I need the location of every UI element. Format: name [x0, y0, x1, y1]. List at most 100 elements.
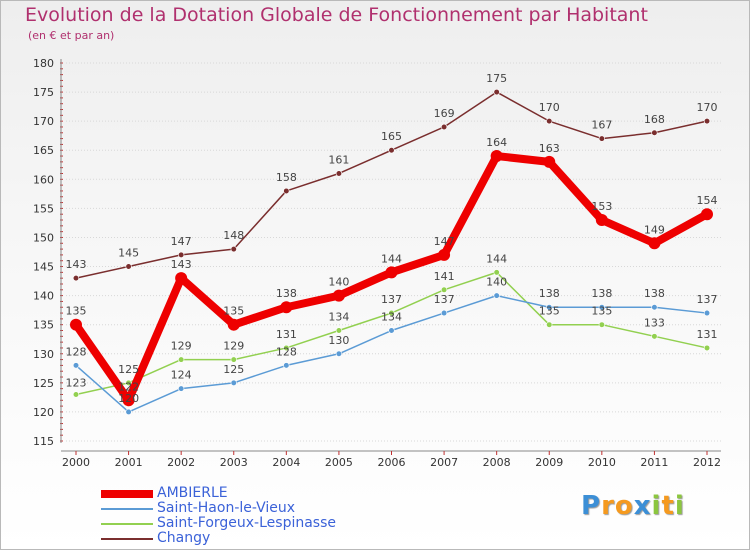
y-tick-label: 140 — [33, 290, 54, 303]
data-point — [125, 263, 132, 270]
x-tick-label: 2005 — [325, 456, 353, 469]
data-label: 170 — [539, 101, 560, 114]
data-label: 140 — [328, 276, 349, 289]
data-label: 168 — [644, 113, 665, 126]
grid-layer — [66, 62, 721, 442]
x-tick-label: 2003 — [220, 456, 248, 469]
data-label: 138 — [539, 287, 560, 300]
data-point — [72, 275, 80, 282]
data-label: 145 — [118, 247, 139, 260]
data-point — [283, 362, 290, 369]
data-label: 128 — [66, 345, 87, 358]
x-tick-label: 2011 — [640, 456, 668, 469]
data-label: 143 — [171, 258, 192, 271]
data-point — [651, 129, 658, 136]
legend-swatch — [101, 523, 153, 525]
data-point — [598, 135, 605, 142]
data-label: 170 — [697, 101, 718, 114]
legend-label: Saint-Haon-le-Vieux — [157, 500, 296, 516]
data-point — [72, 362, 80, 369]
data-label: 137 — [381, 293, 402, 306]
y-tick-label: 130 — [33, 348, 54, 361]
data-label: 134 — [381, 311, 402, 324]
series-layer — [70, 88, 713, 416]
data-label: 165 — [381, 130, 402, 143]
y-tick-label: 125 — [33, 377, 54, 390]
logo-letter: o — [614, 491, 634, 521]
data-label: 167 — [591, 119, 612, 132]
data-label: 148 — [223, 229, 244, 242]
legend-item: AMBIERLE — [101, 486, 401, 501]
legend-item: Changy — [101, 531, 401, 546]
data-label-layer: 135 122 143 135 138 140 144 147 164 163 153 149 154 1… — [66, 72, 718, 405]
x-tick-label: 2008 — [483, 456, 511, 469]
x-tick-label: 2009 — [535, 456, 563, 469]
y-tick-label: 120 — [33, 406, 54, 419]
data-label: 133 — [644, 316, 665, 329]
data-point — [440, 123, 448, 131]
legend-label: Saint-Forgeux-Lespinasse — [157, 515, 336, 531]
data-point — [388, 147, 395, 154]
logo-letter: i — [651, 491, 662, 521]
y-tick-label: 150 — [33, 231, 54, 244]
data-point — [493, 269, 500, 276]
data-label: 141 — [434, 270, 455, 283]
y-tick-label: 165 — [33, 144, 54, 157]
logo-letter: x — [633, 491, 652, 521]
data-label: 137 — [434, 293, 455, 306]
logo-letter: r — [601, 491, 615, 521]
x-tick-label: 2002 — [167, 456, 195, 469]
data-label: 131 — [697, 328, 718, 341]
data-point — [283, 344, 290, 352]
data-label: 147 — [434, 235, 455, 248]
data-label: 122 — [118, 380, 139, 393]
data-point — [546, 304, 553, 311]
data-label: 175 — [486, 72, 507, 85]
data-label: 149 — [644, 223, 665, 236]
data-label: 135 — [223, 305, 244, 318]
legend-swatch — [101, 538, 153, 540]
data-point — [546, 321, 553, 328]
axis-layer: 1151201251301351401451501551601651701751… — [33, 57, 721, 469]
data-label: 140 — [486, 276, 507, 289]
x-tick-label: 2012 — [693, 456, 721, 469]
data-point — [230, 245, 237, 253]
data-point — [283, 187, 290, 195]
data-label: 128 — [276, 345, 297, 358]
data-label: 125 — [118, 363, 139, 376]
proxiti-logo: Proxiti — [581, 491, 685, 521]
data-point — [440, 309, 448, 317]
data-label: 131 — [276, 328, 297, 341]
data-label: 135 — [66, 305, 87, 318]
data-point — [598, 304, 605, 311]
y-tick-label: 155 — [33, 202, 54, 215]
x-tick-label: 2010 — [588, 456, 616, 469]
chart-subtitle: (en € et par an) — [28, 29, 115, 42]
data-point — [72, 391, 80, 398]
data-point — [230, 379, 237, 386]
data-point — [490, 150, 503, 163]
x-tick-label: 2007 — [430, 456, 458, 469]
data-label: 163 — [539, 142, 560, 155]
data-point — [493, 88, 500, 96]
data-point — [701, 208, 713, 221]
data-label: 144 — [486, 252, 507, 265]
y-tick-label: 170 — [33, 115, 54, 128]
legend-item: Saint-Haon-le-Vieux — [101, 501, 401, 516]
data-label: 144 — [381, 252, 402, 265]
data-point — [543, 155, 556, 168]
data-point — [178, 251, 185, 259]
logo-letter: i — [674, 491, 685, 521]
data-point — [332, 289, 345, 302]
x-tick-label: 2000 — [62, 456, 90, 469]
legend-label: Changy — [157, 530, 211, 546]
data-point — [178, 385, 185, 392]
data-point — [125, 408, 132, 416]
data-label: 125 — [223, 363, 244, 376]
data-point — [440, 286, 448, 293]
legend-label: AMBIERLE — [157, 485, 228, 501]
data-label: 138 — [276, 287, 297, 300]
logo-letter: P — [581, 491, 602, 521]
data-point — [175, 272, 188, 285]
data-point — [703, 118, 711, 125]
